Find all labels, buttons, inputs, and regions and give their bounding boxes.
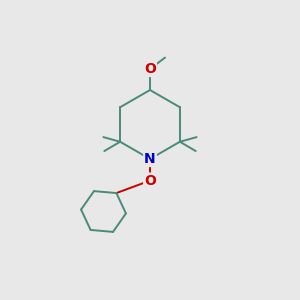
Text: O: O [144, 62, 156, 76]
Text: N: N [144, 152, 156, 166]
Text: O: O [144, 174, 156, 188]
